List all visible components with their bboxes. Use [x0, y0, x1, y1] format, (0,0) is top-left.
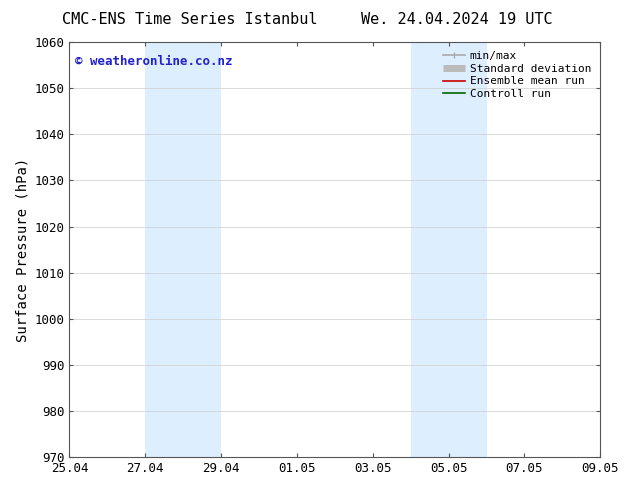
Text: We. 24.04.2024 19 UTC: We. 24.04.2024 19 UTC	[361, 12, 552, 27]
Legend: min/max, Standard deviation, Ensemble mean run, Controll run: min/max, Standard deviation, Ensemble me…	[440, 48, 595, 102]
Text: CMC-ENS Time Series Istanbul: CMC-ENS Time Series Istanbul	[63, 12, 318, 27]
Bar	[145, 42, 221, 457]
Bar	[411, 42, 486, 457]
Text: © weatheronline.co.nz: © weatheronline.co.nz	[75, 54, 232, 68]
Y-axis label: Surface Pressure (hPa): Surface Pressure (hPa)	[15, 157, 29, 342]
